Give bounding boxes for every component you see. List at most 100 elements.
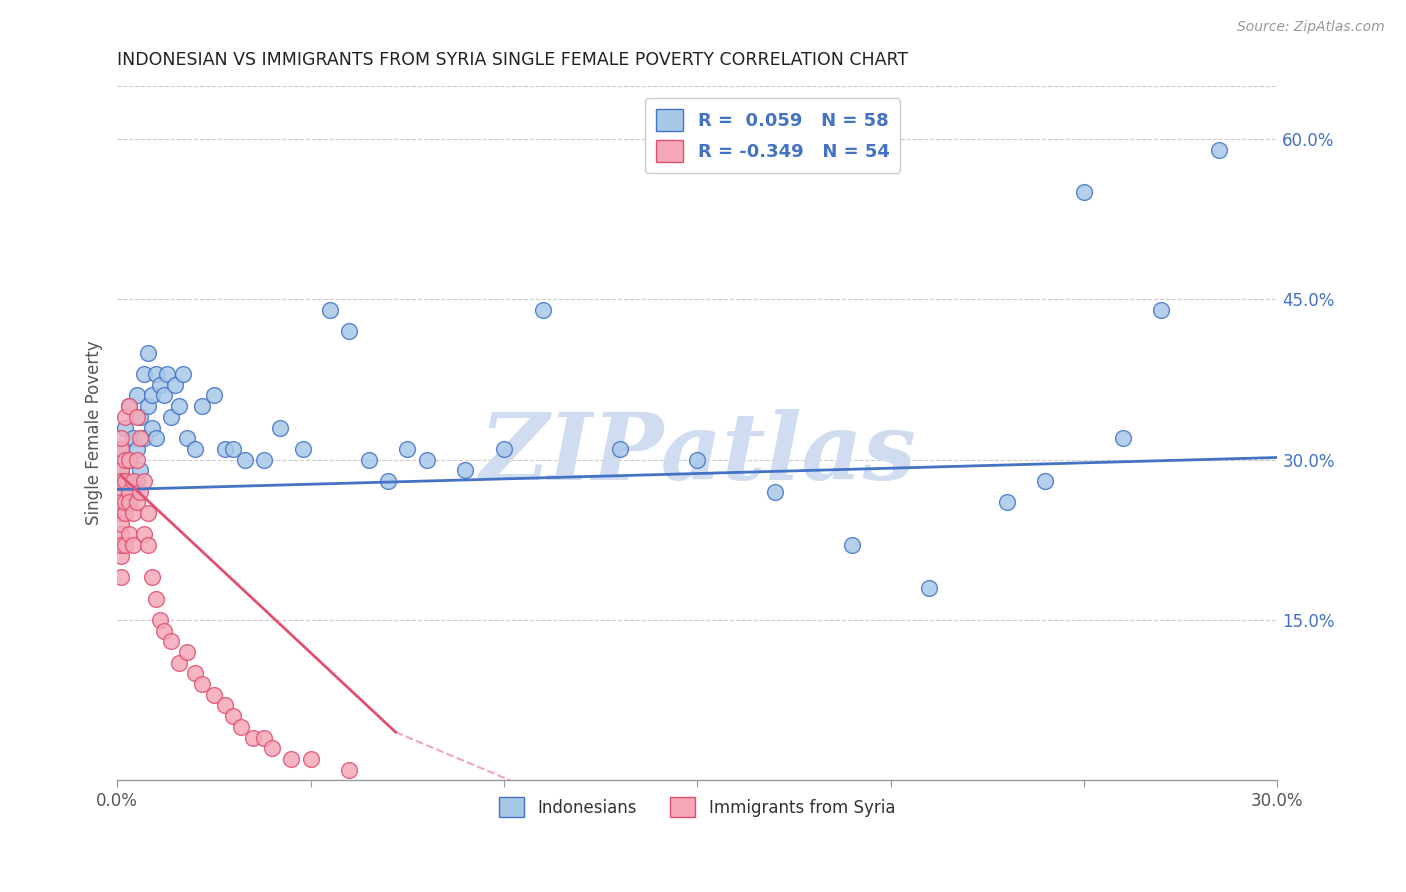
Point [191, 399, 214, 413]
Point [129, 484, 152, 499]
Point [110, 549, 132, 563]
Point [110, 495, 132, 509]
Point [176, 431, 198, 445]
Point [118, 484, 141, 499]
Point [121, 538, 143, 552]
Point [995, 495, 1018, 509]
Point [114, 506, 136, 520]
Text: INDONESIAN VS IMMIGRANTS FROM SYRIA SINGLE FEMALE POVERTY CORRELATION CHART: INDONESIAN VS IMMIGRANTS FROM SYRIA SING… [117, 51, 908, 69]
Point [492, 442, 515, 456]
Point [125, 388, 148, 402]
Point [291, 442, 314, 456]
Point [110, 431, 132, 445]
Point [253, 452, 276, 467]
Point [214, 698, 236, 713]
Point [1073, 186, 1095, 200]
Point [396, 442, 419, 456]
Point [110, 506, 132, 520]
Point [121, 506, 143, 520]
Point [136, 399, 159, 413]
Point [357, 452, 380, 467]
Y-axis label: Single Female Poverty: Single Female Poverty [86, 341, 103, 525]
Point [841, 538, 863, 552]
Point [110, 570, 132, 584]
Point [183, 666, 205, 681]
Point [191, 677, 214, 691]
Point [1112, 431, 1135, 445]
Point [125, 495, 148, 509]
Point [114, 474, 136, 488]
Point [110, 527, 132, 541]
Point [134, 367, 156, 381]
Point [415, 452, 437, 467]
Point [118, 452, 141, 467]
Point [110, 484, 132, 499]
Point [110, 516, 132, 531]
Point [134, 527, 156, 541]
Point [222, 442, 245, 456]
Point [172, 367, 194, 381]
Point [183, 442, 205, 456]
Point [145, 431, 167, 445]
Point [125, 474, 148, 488]
Point [299, 752, 322, 766]
Point [110, 463, 132, 477]
Point [337, 763, 360, 777]
Text: ZIPatlas: ZIPatlas [479, 409, 915, 499]
Point [337, 324, 360, 338]
Point [269, 420, 291, 434]
Point [222, 709, 245, 723]
Point [160, 409, 183, 424]
Legend: Indonesians, Immigrants from Syria: Indonesians, Immigrants from Syria [492, 790, 903, 824]
Point [118, 527, 141, 541]
Point [134, 431, 156, 445]
Point [377, 474, 399, 488]
Point [686, 452, 709, 467]
Point [145, 591, 167, 606]
Point [136, 538, 159, 552]
Point [319, 303, 342, 318]
Point [531, 303, 554, 318]
Point [129, 409, 152, 424]
Point [118, 399, 141, 413]
Point [129, 431, 152, 445]
Text: Source: ZipAtlas.com: Source: ZipAtlas.com [1237, 20, 1385, 34]
Point [114, 495, 136, 509]
Point [141, 570, 163, 584]
Point [165, 377, 187, 392]
Point [118, 452, 141, 467]
Point [125, 409, 148, 424]
Point [141, 420, 163, 434]
Point [121, 431, 143, 445]
Point [114, 452, 136, 467]
Point [176, 645, 198, 659]
Point [202, 388, 225, 402]
Point [114, 474, 136, 488]
Point [149, 613, 172, 627]
Point [1033, 474, 1056, 488]
Point [229, 720, 252, 734]
Point [202, 688, 225, 702]
Point [242, 731, 264, 745]
Point [1150, 303, 1173, 318]
Point [145, 367, 167, 381]
Point [121, 484, 143, 499]
Point [118, 399, 141, 413]
Point [110, 538, 132, 552]
Point [125, 442, 148, 456]
Point [152, 388, 174, 402]
Point [454, 463, 477, 477]
Point [114, 538, 136, 552]
Point [253, 731, 276, 745]
Point [121, 474, 143, 488]
Point [136, 506, 159, 520]
Point [167, 656, 190, 670]
Point [763, 484, 786, 499]
Point [233, 452, 256, 467]
Point [114, 409, 136, 424]
Point [136, 345, 159, 359]
Point [114, 420, 136, 434]
Point [125, 452, 148, 467]
Point [214, 442, 236, 456]
Point [152, 624, 174, 638]
